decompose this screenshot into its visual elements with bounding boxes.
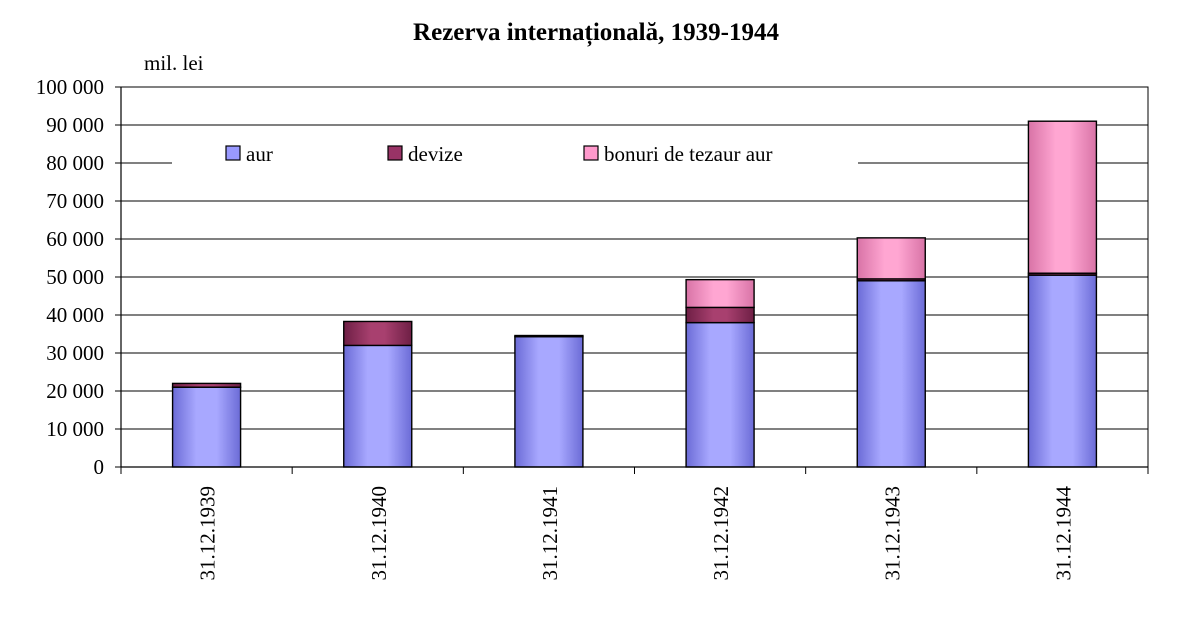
bar-aur-31.12.1939: [171, 386, 242, 468]
legend-swatch-bonuri-de-tezaur-aur: [583, 145, 599, 161]
y-tick-label: 60 000: [46, 227, 104, 251]
bar-aur-31.12.1941: [514, 335, 584, 468]
bar-devize-31.12.1942: [685, 306, 755, 324]
bar-aur-31.12.1944: [1027, 274, 1098, 468]
x-tick-label: 31.12.1943: [880, 486, 904, 581]
x-tick-label: 31.12.1940: [367, 486, 391, 581]
chart-title: Rezerva internațională, 1939-1944: [413, 19, 779, 47]
x-tick-label: 31.12.1944: [1051, 486, 1075, 581]
legend-label-bonuri-de-tezaur-aur: bonuri de tezaur aur: [604, 142, 773, 166]
legend-label-devize: devize: [408, 142, 463, 166]
legend-background: [172, 128, 858, 178]
y-unit-label: mil. lei: [144, 51, 204, 75]
y-tick-label: 30 000: [46, 341, 104, 365]
y-tick-label: 0: [94, 455, 105, 479]
y-tick-label: 40 000: [46, 303, 104, 327]
y-tick-label: 90 000: [46, 113, 104, 137]
bar-aur-31.12.1940: [343, 344, 413, 468]
bar-devize-31.12.1940: [343, 320, 413, 347]
bar-bonuri-de-tezaur-aur-31.12.1944: [1027, 120, 1098, 274]
y-tick-label: 80 000: [46, 151, 104, 175]
y-tick-label: 20 000: [46, 379, 104, 403]
bar-bonuri-de-tezaur-aur-31.12.1942: [685, 278, 755, 309]
bars: [171, 120, 1098, 468]
bar-bonuri-de-tezaur-aur-31.12.1943: [856, 237, 926, 280]
x-tick-label: 31.12.1942: [709, 486, 733, 581]
bar-devize-31.12.1939: [171, 382, 242, 388]
legend-swatch-devize: [387, 145, 403, 161]
axes: 0 10 000 20 000 30 000 40 000 50 000 60 000 70 …: [36, 75, 1149, 581]
bar-aur-31.12.1942: [685, 321, 755, 468]
y-tick-label: 10 000: [46, 417, 104, 441]
legend-label-aur: aur: [246, 142, 273, 166]
bar-devize-31.12.1941: [514, 334, 584, 338]
y-tick-label: 70 000: [46, 189, 104, 213]
legend-swatch-aur: [225, 145, 241, 161]
x-tick-label: 31.12.1941: [538, 486, 562, 581]
y-tick-label: 50 000: [46, 265, 104, 289]
y-tick-label: 100 000: [36, 75, 104, 99]
x-tick-label: 31.12.1939: [196, 486, 220, 581]
bar-aur-31.12.1943: [856, 280, 926, 468]
legend: aur devize bonuri de tezaur aur: [172, 128, 858, 178]
